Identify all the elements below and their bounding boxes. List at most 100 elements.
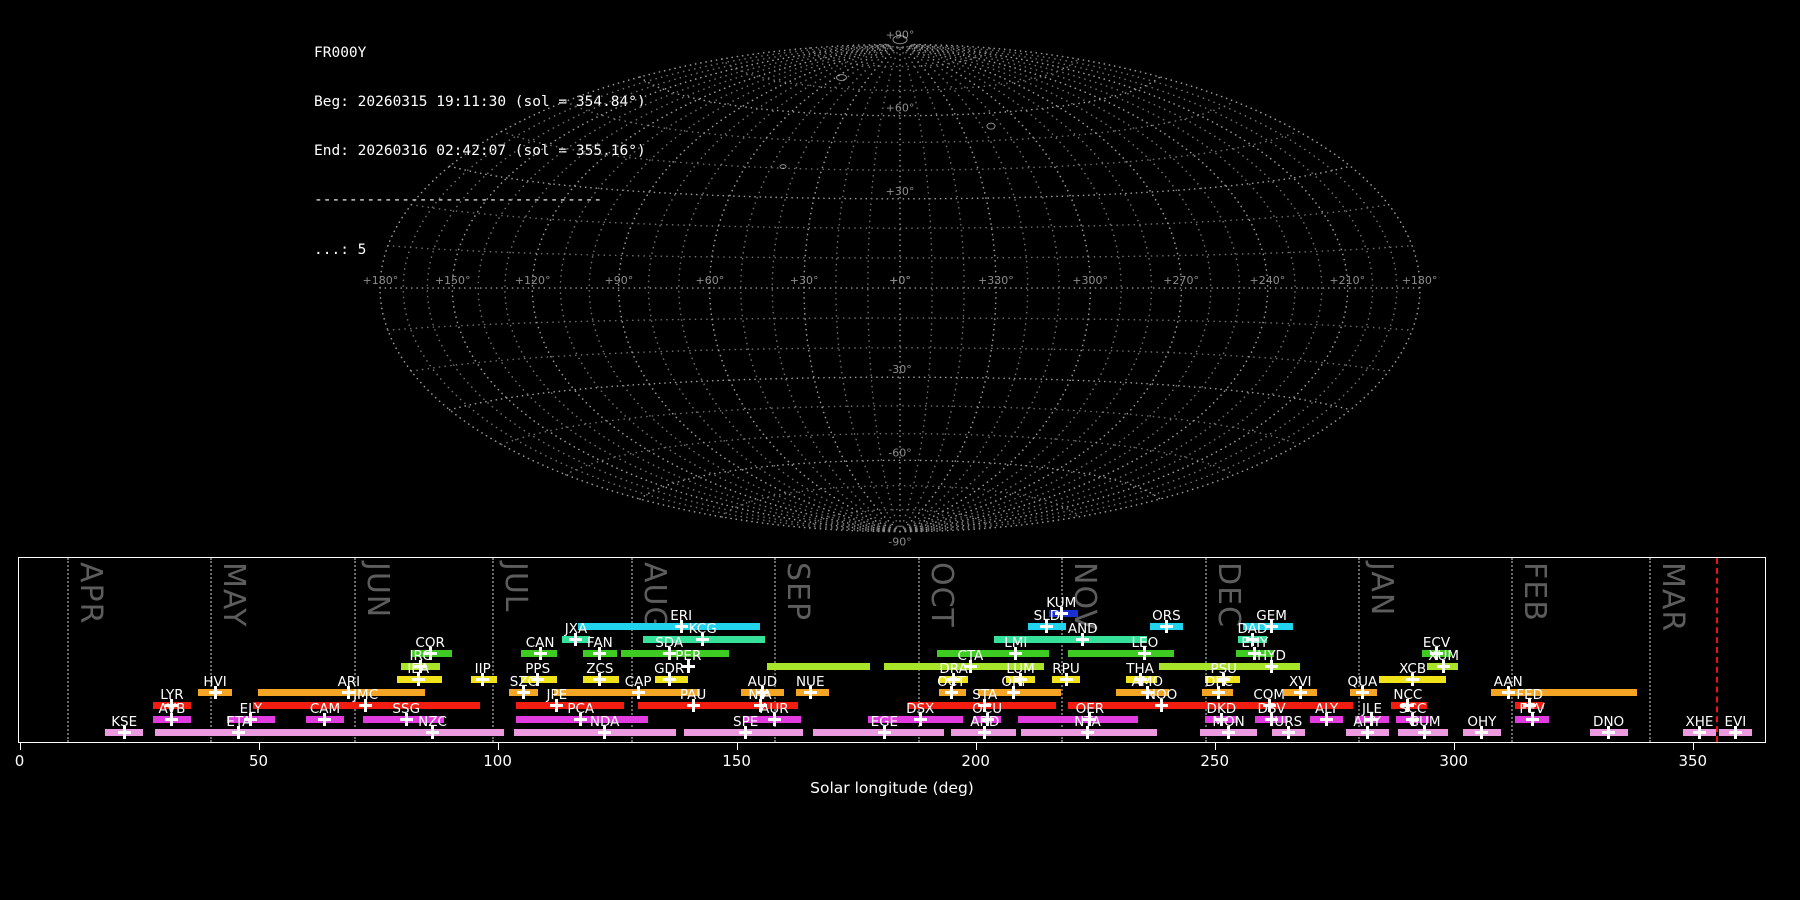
shower-bar[interactable]	[1398, 728, 1449, 736]
x-axis-tick	[1214, 743, 1216, 750]
shower-bar[interactable]	[513, 728, 677, 736]
shower-bar[interactable]	[520, 649, 557, 657]
shower-bar[interactable]	[509, 689, 538, 697]
month-label-oct: OCT	[923, 562, 959, 628]
shower-bar[interactable]	[1027, 623, 1066, 631]
current-solar-longitude-marker	[1716, 558, 1719, 742]
shower-bar[interactable]	[516, 702, 624, 710]
shower-bar[interactable]	[305, 715, 345, 723]
shower-code-label: PER	[675, 647, 702, 664]
shower-bar[interactable]	[1515, 715, 1549, 723]
shower-bar[interactable]	[1271, 728, 1306, 736]
shower-bar[interactable]	[1589, 728, 1628, 736]
shower-code-label: SSG	[392, 700, 421, 717]
shower-bar[interactable]	[1159, 662, 1301, 670]
sky-lat-label: -90°	[888, 536, 911, 549]
shower-code-label: RPU	[1052, 661, 1080, 677]
shower-bar[interactable]	[1345, 728, 1389, 736]
shower-bar[interactable]	[638, 702, 729, 710]
shower-bar[interactable]	[812, 728, 945, 736]
shower-bar[interactable]	[795, 689, 830, 697]
shower-code-label: XUM	[1428, 647, 1460, 664]
shower-bar[interactable]	[1682, 728, 1717, 736]
month-gridline	[1510, 558, 1513, 742]
shower-code-label: KCG	[688, 621, 717, 638]
shower-code-label: EVI	[1724, 713, 1747, 730]
shower-bar[interactable]	[1350, 689, 1377, 697]
shower-code-label: SCC	[1398, 700, 1427, 717]
shower-bar[interactable]	[470, 676, 498, 683]
shower-bar[interactable]	[767, 662, 870, 670]
shower-code-label: SPE	[733, 713, 759, 730]
radiant-marker	[836, 74, 847, 81]
shower-bar[interactable]	[1283, 689, 1317, 697]
shower-bar[interactable]	[1068, 649, 1174, 657]
shower-bar[interactable]	[152, 715, 192, 723]
shower-bar[interactable]	[994, 636, 1148, 644]
timeline-plot-area: APR MAY JUN JUL AUG SEP OCT NOV DEC JAN FEB MAR KUM E…	[19, 558, 1765, 742]
shower-bar[interactable]	[516, 715, 648, 723]
x-axis-tick-label: 150	[722, 752, 751, 770]
shower-bar[interactable]	[683, 728, 804, 736]
shower-code-label: ELY	[239, 700, 263, 717]
month-label-may: MAY	[216, 562, 252, 628]
month-gridline	[1357, 558, 1360, 742]
x-axis-tick-label: 0	[14, 752, 25, 770]
sky-lon-label: +240°	[1250, 274, 1286, 287]
sky-lon-label: +270°	[1163, 274, 1199, 287]
shower-code-label: SLD	[1033, 608, 1061, 625]
x-axis-tick	[736, 743, 738, 750]
shower-bar[interactable]	[1149, 623, 1184, 631]
shower-bar[interactable]	[1718, 728, 1753, 736]
shower-bar[interactable]	[578, 623, 760, 631]
shower-bar[interactable]	[583, 676, 619, 683]
shower-code-label: HYD	[1257, 647, 1286, 664]
shower-code-label: IRC	[409, 647, 432, 664]
shower-bar[interactable]	[951, 728, 1016, 736]
shower-bar[interactable]	[253, 702, 481, 710]
shower-code-label: COR	[415, 634, 445, 651]
shower-code-label: CTA	[957, 647, 984, 664]
x-axis-tick	[258, 743, 260, 750]
shower-bar[interactable]	[583, 649, 617, 657]
shower-bar[interactable]	[396, 676, 443, 683]
month-gridline	[210, 558, 213, 742]
shower-bar[interactable]	[1018, 715, 1138, 723]
month-gridline	[492, 558, 495, 742]
shower-bar[interactable]	[1426, 662, 1458, 670]
shower-code-label: OCT	[937, 674, 966, 691]
shower-code-label: NDA	[589, 713, 620, 730]
shower-bar[interactable]	[1491, 689, 1638, 697]
shower-code-label: KUM	[1046, 595, 1077, 611]
shower-bar[interactable]	[1051, 676, 1081, 683]
shower-code-label: ETA	[226, 713, 252, 730]
shower-bar[interactable]	[1379, 676, 1447, 683]
sky-map-panel: +90° +60° +30° +0° -30° -60° -90° +180° +150° +12…	[250, 10, 1550, 550]
month-label-apr: APR	[72, 562, 108, 625]
shower-bar[interactable]	[939, 689, 966, 697]
shower-bar[interactable]	[654, 676, 689, 683]
shower-code-label: AUR	[760, 700, 789, 717]
shower-bar[interactable]	[1199, 702, 1353, 710]
shower-bar[interactable]	[1068, 702, 1212, 710]
shower-code-label: ZCS	[586, 661, 614, 677]
shower-bar[interactable]	[1020, 728, 1157, 736]
shower-bar[interactable]	[198, 689, 232, 697]
shower-bar[interactable]	[1309, 715, 1344, 723]
shower-code-label: CAP	[624, 674, 652, 691]
sky-lon-label: +180°	[1402, 274, 1438, 287]
sky-lon-label: +90°	[604, 274, 633, 287]
shower-bar[interactable]	[258, 689, 426, 697]
shower-bar[interactable]	[105, 728, 144, 736]
shower-bar[interactable]	[1199, 728, 1258, 736]
shower-code-label: AMO	[1131, 674, 1164, 691]
sky-lon-label: +210°	[1329, 274, 1365, 287]
shower-bar[interactable]	[1462, 728, 1502, 736]
shower-bar[interactable]	[155, 728, 333, 736]
shower-bar[interactable]	[554, 689, 701, 697]
month-label-aug: AUG	[636, 562, 672, 631]
shower-bar[interactable]	[936, 649, 1050, 657]
x-axis-tick	[497, 743, 499, 750]
shower-bar[interactable]	[329, 728, 505, 736]
shower-bar[interactable]	[1202, 689, 1234, 697]
